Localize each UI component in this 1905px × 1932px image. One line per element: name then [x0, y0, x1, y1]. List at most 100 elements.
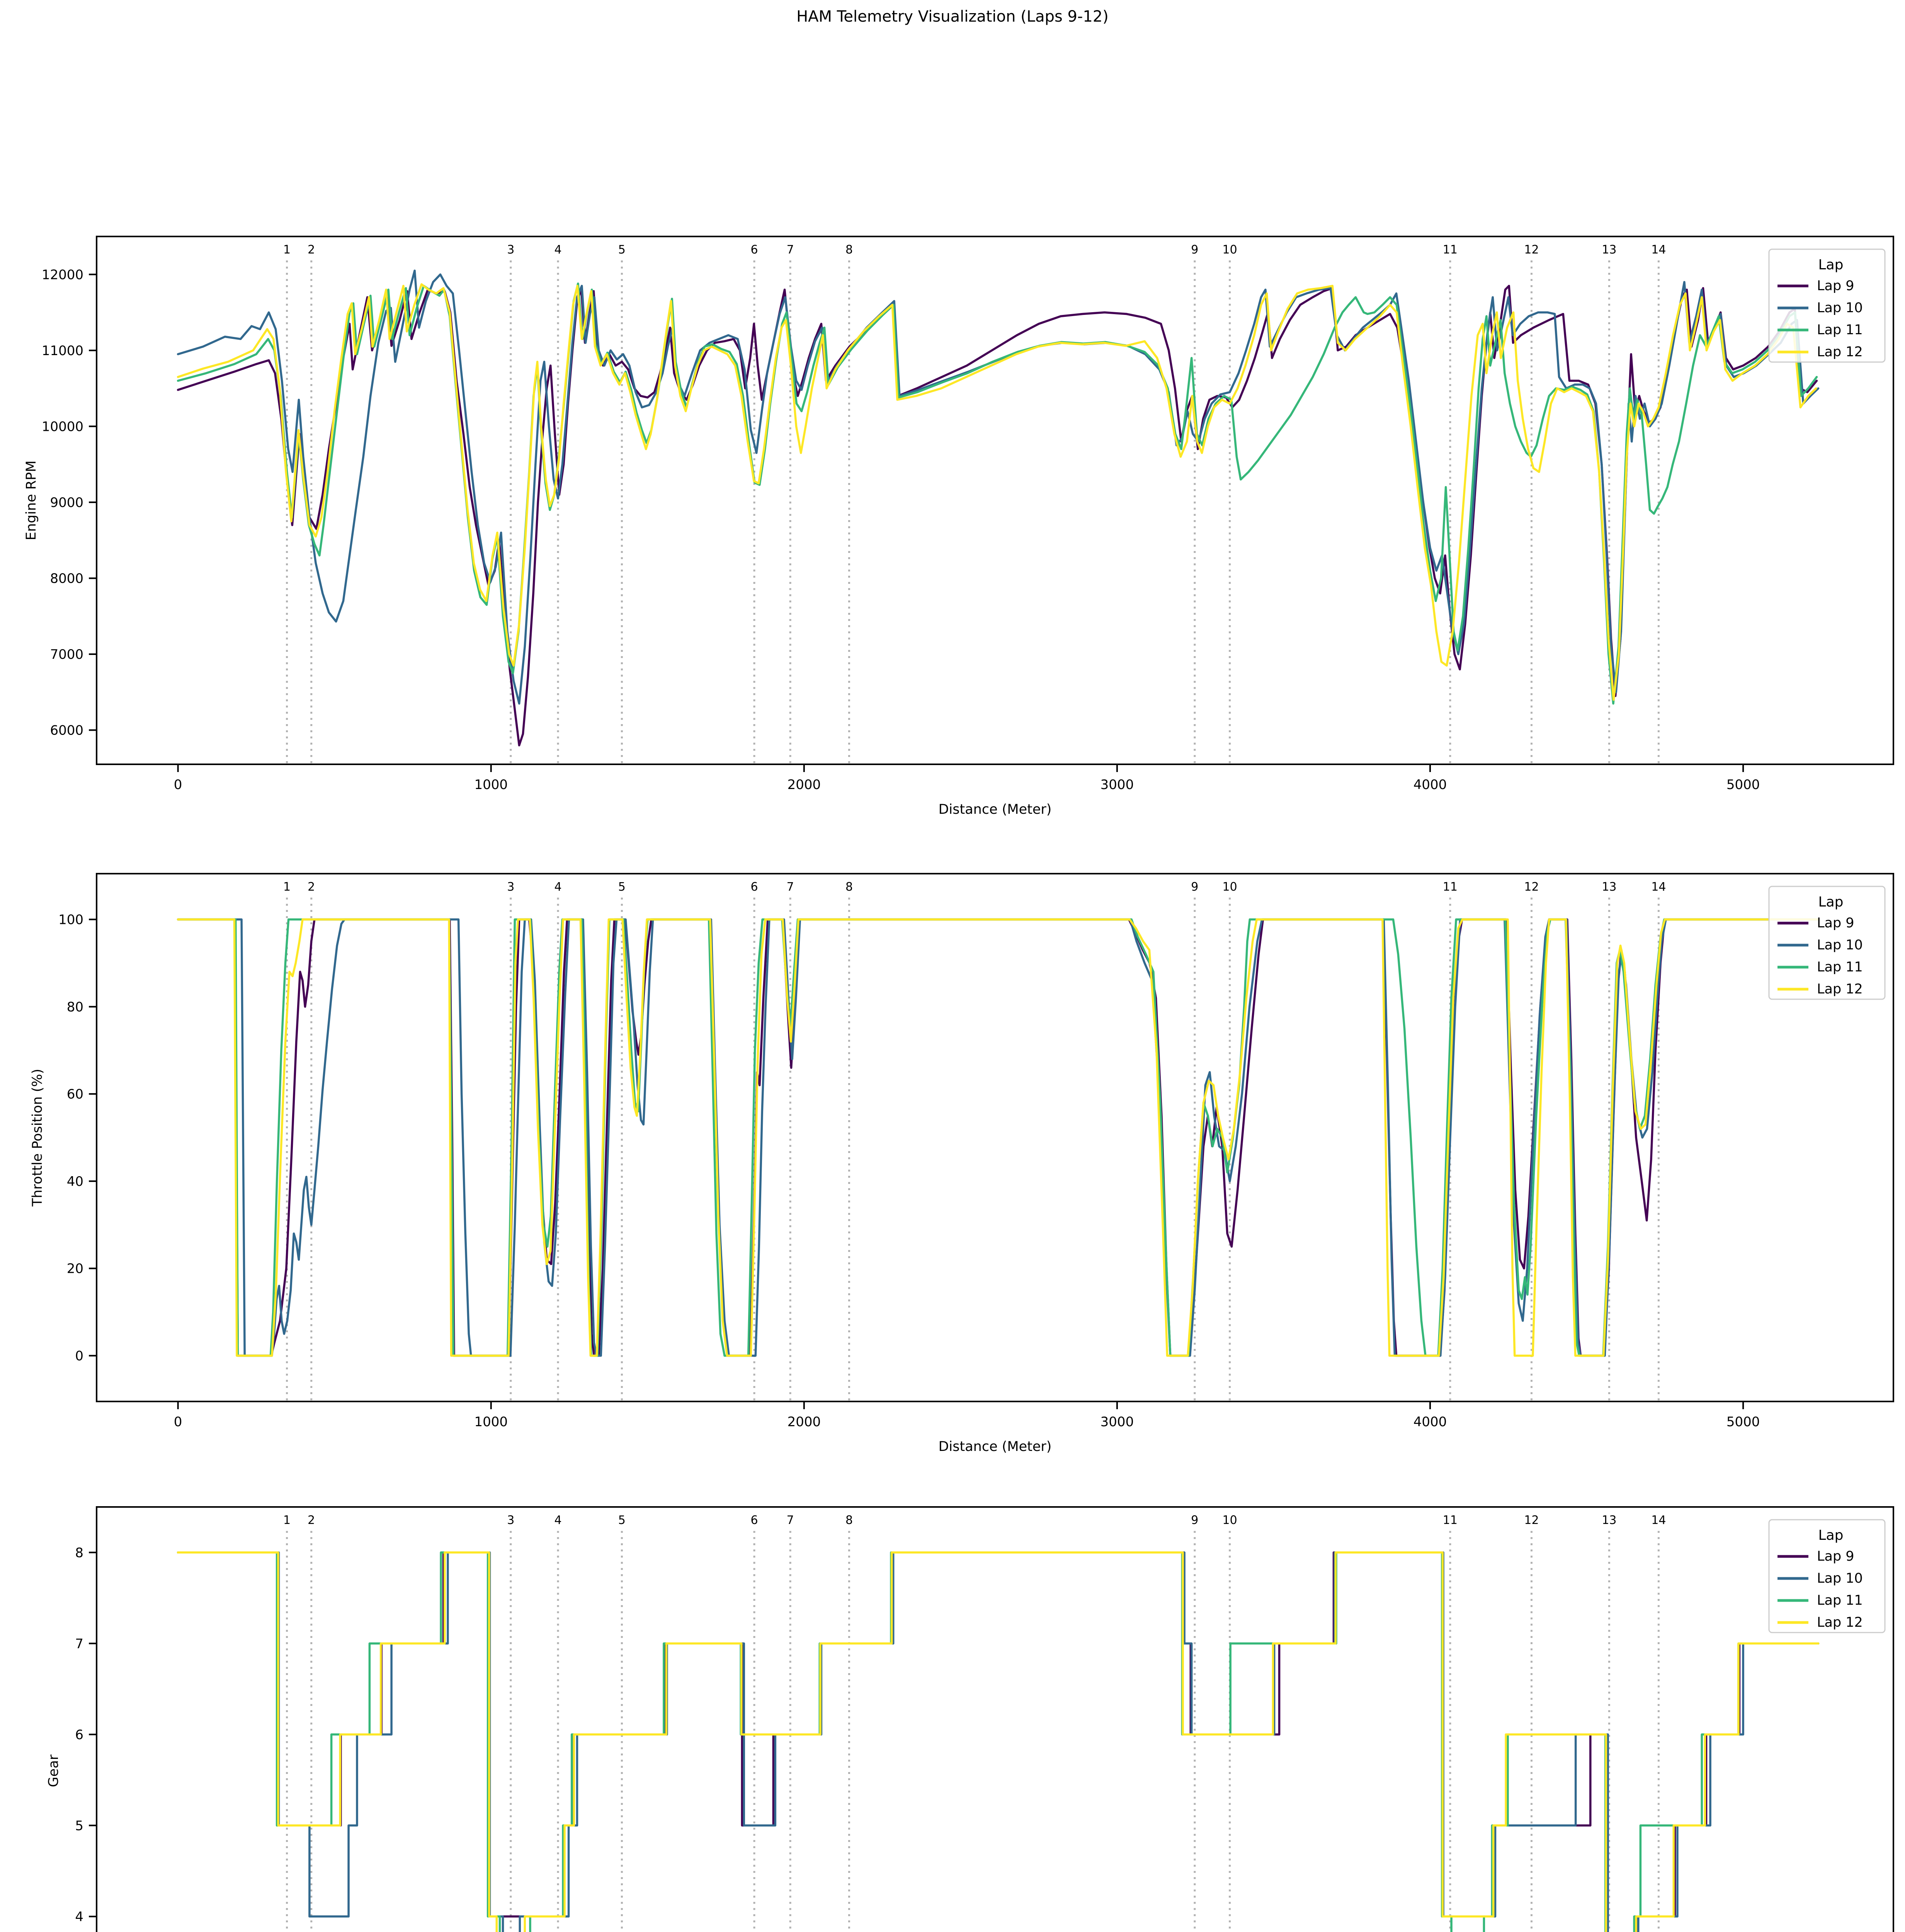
corner-4-label: 4 [554, 880, 562, 894]
series-lap-10 [177, 1551, 1820, 1932]
corner-3-label: 3 [507, 1514, 514, 1527]
y-tick-label: 9000 [50, 495, 83, 510]
legend-label-lap-10: Lap 10 [1817, 300, 1863, 316]
legend-title: Lap [1818, 1527, 1844, 1543]
corner-13-label: 13 [1602, 243, 1616, 257]
y-axis-label: Throttle Position (%) [30, 1069, 45, 1207]
y-tick-label: 12000 [42, 267, 83, 282]
corner-3-label: 3 [507, 880, 514, 894]
axes-box [96, 236, 1894, 765]
x-axis-label: Distance (Meter) [939, 1439, 1052, 1454]
legend: Lap Lap 9 Lap 10 Lap 11 Lap 12 [1768, 248, 1886, 363]
y-tick-label: 5 [75, 1818, 83, 1833]
corner-9-label: 9 [1191, 880, 1198, 894]
corner-11-label: 11 [1443, 243, 1458, 257]
corner-1-label: 1 [283, 880, 291, 894]
x-tick-label: 5000 [1726, 1414, 1760, 1430]
corner-10-label: 10 [1222, 1514, 1237, 1527]
corner-2-label: 2 [308, 1514, 315, 1527]
x-tick-label: 4000 [1413, 777, 1447, 793]
corner-14-label: 14 [1651, 1514, 1666, 1527]
corner-2-label: 2 [308, 880, 315, 894]
y-tick-label: 4 [75, 1909, 83, 1925]
chart-throttle-position: 1 2 3 4 5 6 7 8 9 10 11 12 13 140 1000 2000 3000 4000 5000… [30, 873, 1894, 1454]
y-tick-label: 11000 [42, 343, 83, 359]
corner-11-label: 11 [1443, 1514, 1458, 1527]
legend-label-lap-10: Lap 10 [1817, 1571, 1863, 1586]
corner-8-label: 8 [845, 880, 853, 894]
corner-12-label: 12 [1524, 880, 1539, 894]
corner-1-label: 1 [283, 243, 291, 257]
corner-6-label: 6 [750, 1514, 758, 1527]
x-tick-label: 2000 [788, 1414, 821, 1430]
corner-5-label: 5 [618, 243, 626, 257]
x-tick-label: 0 [174, 1414, 182, 1430]
series-lap-11 [177, 1551, 1820, 1932]
axes-box [96, 1506, 1894, 1932]
y-tick-label: 60 [67, 1087, 83, 1102]
corner-14-label: 14 [1651, 243, 1666, 257]
series-lap-10 [177, 269, 1820, 705]
legend: Lap Lap 9 Lap 10 Lap 11 Lap 12 [1768, 1519, 1886, 1633]
corner-13-label: 13 [1602, 1514, 1616, 1527]
y-tick-label: 10000 [42, 419, 83, 434]
x-tick-label: 0 [174, 777, 182, 793]
y-tick-label: 7 [75, 1636, 83, 1651]
y-axis-label: Engine RPM [24, 461, 39, 541]
legend-label-lap-11: Lap 11 [1817, 1593, 1863, 1608]
legend-label-lap-12: Lap 12 [1817, 1615, 1863, 1630]
corner-7-label: 7 [787, 243, 794, 257]
legend-box [1768, 248, 1886, 363]
corner-10-label: 10 [1222, 880, 1237, 894]
corner-10-label: 10 [1222, 243, 1237, 257]
legend-label-lap-9: Lap 9 [1817, 278, 1854, 294]
y-tick-label: 8 [75, 1545, 83, 1561]
corner-4-label: 4 [554, 1514, 562, 1527]
y-tick-label: 8000 [50, 571, 83, 586]
axes-box [96, 873, 1894, 1402]
corner-9-label: 9 [1191, 1514, 1198, 1527]
series-lap-12 [177, 1551, 1820, 1932]
corner-5-label: 5 [618, 1514, 626, 1527]
legend-label-lap-10: Lap 10 [1817, 937, 1863, 953]
legend-title: Lap [1818, 257, 1844, 273]
x-tick-label: 3000 [1100, 1414, 1134, 1430]
corner-2-label: 2 [308, 243, 315, 257]
legend-label-lap-9: Lap 9 [1817, 1549, 1854, 1564]
x-tick-label: 1000 [474, 1414, 508, 1430]
legend-label-lap-11: Lap 11 [1817, 959, 1863, 975]
x-tick-label: 2000 [788, 777, 821, 793]
corner-3-label: 3 [507, 243, 514, 257]
legend-box [1768, 886, 1886, 1000]
corner-1-label: 1 [283, 1514, 291, 1527]
y-tick-label: 7000 [50, 647, 83, 662]
legend-label-lap-12: Lap 12 [1817, 981, 1863, 997]
y-tick-label: 20 [67, 1261, 83, 1277]
x-tick-label: 3000 [1100, 777, 1134, 793]
corner-7-label: 7 [787, 1514, 794, 1527]
corner-11-label: 11 [1443, 880, 1458, 894]
corner-4-label: 4 [554, 243, 562, 257]
corner-12-label: 12 [1524, 243, 1539, 257]
x-tick-label: 1000 [474, 777, 508, 793]
x-axis-label: Distance (Meter) [939, 802, 1052, 817]
legend-label-lap-12: Lap 12 [1817, 344, 1863, 360]
legend-title: Lap [1818, 894, 1844, 910]
legend: Lap Lap 9 Lap 10 Lap 11 Lap 12 [1768, 886, 1886, 1000]
corner-5-label: 5 [618, 880, 626, 894]
corner-9-label: 9 [1191, 243, 1198, 257]
series-lap-9 [177, 1551, 1820, 1932]
x-tick-label: 5000 [1726, 777, 1760, 793]
y-tick-label: 6 [75, 1727, 83, 1743]
legend-box [1768, 1519, 1886, 1633]
y-tick-label: 100 [58, 912, 83, 928]
corner-12-label: 12 [1524, 1514, 1539, 1527]
corner-14-label: 14 [1651, 880, 1666, 894]
corner-13-label: 13 [1602, 880, 1616, 894]
y-tick-label: 80 [67, 999, 83, 1015]
legend-label-lap-11: Lap 11 [1817, 322, 1863, 338]
series-lap-12 [177, 918, 1820, 1357]
corner-6-label: 6 [750, 880, 758, 894]
